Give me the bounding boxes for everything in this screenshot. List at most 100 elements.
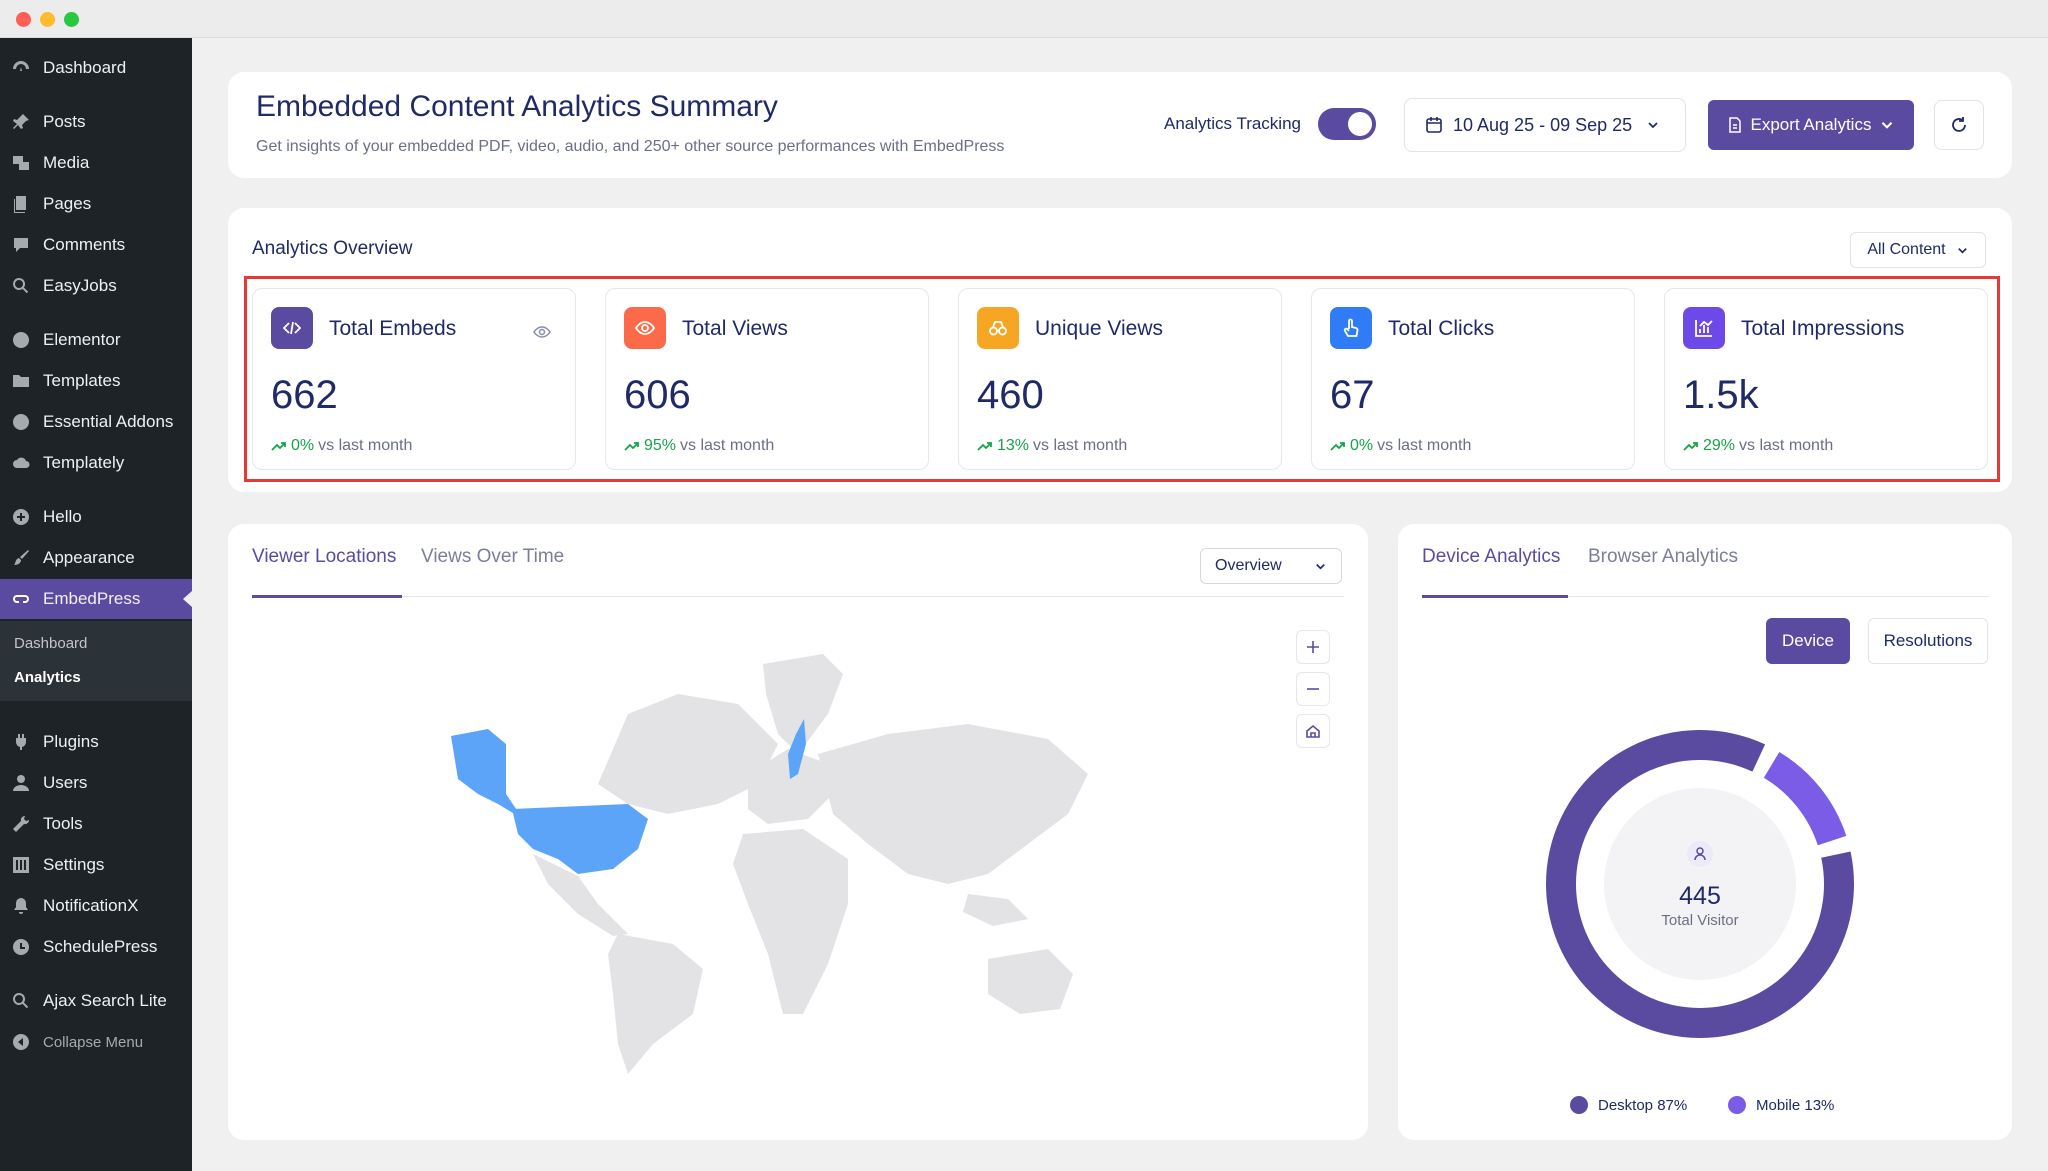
- sidebar-item-settings[interactable]: Settings: [0, 845, 192, 885]
- sidebar-item-label: Pages: [43, 194, 92, 213]
- sidebar-item-hello[interactable]: Hello: [0, 497, 192, 537]
- collapse-menu-label: Collapse Menu: [43, 1033, 144, 1051]
- sidebar-item-posts[interactable]: Posts: [0, 102, 192, 142]
- donut-slice-mobile[interactable]: [1763, 751, 1847, 846]
- home-icon: [1306, 724, 1320, 738]
- user-icon: [10, 772, 32, 794]
- stat-label: Total Impressions: [1741, 317, 1905, 340]
- zoom-out-button[interactable]: [1296, 672, 1330, 706]
- world-map[interactable]: [448, 644, 1128, 1084]
- highlight-box: [244, 276, 2000, 482]
- sidebar-item-appearance[interactable]: Appearance: [0, 538, 192, 578]
- stat-change: 13% vs last month: [977, 437, 1127, 455]
- region-europe: [748, 749, 833, 824]
- total-visitor-value: 445: [1679, 882, 1721, 910]
- tab-divider: [252, 596, 1344, 597]
- code-icon: [271, 307, 313, 349]
- device-analytics-panel: Device Analytics Browser Analytics Devic…: [1398, 524, 2012, 1140]
- sidebar-item-label: Posts: [43, 112, 86, 131]
- zoom-in-button[interactable]: [1296, 630, 1330, 664]
- export-analytics-button[interactable]: Export Analytics: [1708, 100, 1914, 150]
- legend-mobile: Mobile 13%: [1728, 1096, 1834, 1114]
- sidebar-item-notificationx[interactable]: NotificationX: [0, 886, 192, 926]
- sidebar-item-schedulepress[interactable]: SchedulePress: [0, 927, 192, 967]
- total-visitor-label: Total Visitor: [1661, 912, 1739, 929]
- resolutions-button[interactable]: Resolutions: [1868, 618, 1988, 664]
- content-filter-select[interactable]: All Content: [1850, 232, 1986, 268]
- tab-device-analytics[interactable]: Device Analytics: [1422, 546, 1561, 567]
- legend-desktop: Desktop 87%: [1570, 1096, 1687, 1114]
- pages-icon: [10, 193, 32, 215]
- sidebar-item-ajax-search-lite[interactable]: Ajax Search Lite: [0, 981, 192, 1021]
- sidebar-item-comments[interactable]: Comments: [0, 225, 192, 265]
- minimize-window-button[interactable]: [40, 12, 55, 27]
- stat-label: Total Embeds: [329, 317, 457, 340]
- stat-change: 0% vs last month: [271, 437, 412, 455]
- legend-swatch: [1728, 1096, 1746, 1114]
- region-mexico: [533, 854, 628, 936]
- sidebar-item-dashboard[interactable]: Dashboard: [0, 48, 192, 88]
- brush-icon: [10, 547, 32, 569]
- stat-change-percent: 0%: [291, 437, 315, 454]
- collapse-menu-button[interactable]: Collapse Menu: [0, 1022, 192, 1062]
- tab-browser-analytics[interactable]: Browser Analytics: [1588, 546, 1738, 567]
- sidebar-item-label: EasyJobs: [43, 276, 117, 295]
- embedpress-submenu: Dashboard Analytics: [0, 621, 192, 701]
- region-asia: [818, 724, 1088, 884]
- reset-map-button[interactable]: [1296, 714, 1330, 748]
- sidebar-item-tools[interactable]: Tools: [0, 804, 192, 844]
- sidebar-item-label: Elementor: [43, 330, 121, 349]
- date-range-value: 10 Aug 25 - 09 Sep 25: [1453, 114, 1633, 135]
- trend-up-icon: [1683, 442, 1698, 451]
- eye-icon[interactable]: [533, 323, 551, 341]
- tab-views-over-time[interactable]: Views Over Time: [421, 546, 565, 567]
- stat-card-total-clicks: Total Clicks 67 0% vs last month: [1311, 288, 1635, 470]
- overview-title: Analytics Overview: [252, 238, 413, 259]
- wrench-icon: [10, 813, 32, 835]
- stat-card-total-views: Total Views 606 95% vs last month: [605, 288, 929, 470]
- sidebar-item-pages[interactable]: Pages: [0, 184, 192, 224]
- region-alaska: [451, 729, 523, 819]
- sidebar-item-templates[interactable]: Templates: [0, 361, 192, 401]
- sidebar-item-elementor[interactable]: Elementor: [0, 320, 192, 360]
- sidebar-item-label: Hello: [43, 507, 82, 526]
- view-mode-select[interactable]: Overview: [1200, 548, 1342, 584]
- sidebar-item-label: Appearance: [43, 548, 135, 567]
- sidebar-item-easyjobs[interactable]: EasyJobs: [0, 266, 192, 306]
- stat-change-percent: 95%: [644, 437, 677, 454]
- window-titlebar: [0, 0, 2048, 38]
- sidebar-item-media[interactable]: Media: [0, 143, 192, 183]
- sidebar-item-embedpress[interactable]: EmbedPress: [0, 579, 192, 619]
- maximize-window-button[interactable]: [64, 12, 79, 27]
- stat-change: 0% vs last month: [1330, 437, 1471, 455]
- submenu-item-dashboard[interactable]: Dashboard: [14, 635, 88, 652]
- sidebar-item-label: Tools: [43, 814, 83, 833]
- trend-up-icon: [977, 442, 992, 451]
- plus-icon: [1307, 641, 1319, 653]
- region-greenland: [763, 654, 843, 754]
- sidebar-item-users[interactable]: Users: [0, 763, 192, 803]
- legend-label: Mobile 13%: [1756, 1096, 1835, 1114]
- date-range-picker[interactable]: 10 Aug 25 - 09 Sep 25: [1404, 98, 1686, 152]
- device-button[interactable]: Device: [1766, 618, 1850, 664]
- legend-label: Desktop 87%: [1598, 1096, 1688, 1114]
- sidebar-item-templately[interactable]: Templately: [0, 443, 192, 483]
- stat-change: 29% vs last month: [1683, 437, 1833, 455]
- active-tab-indicator: [252, 595, 402, 598]
- analytics-tracking-toggle[interactable]: [1318, 108, 1376, 140]
- cloud-icon: [10, 452, 32, 474]
- stat-card-total-embeds: Total Embeds 662 0% vs last month: [252, 288, 576, 470]
- close-window-button[interactable]: [16, 12, 31, 27]
- sidebar-item-essential-addons[interactable]: Essential Addons: [0, 402, 192, 442]
- sidebar-item-label: NotificationX: [43, 896, 139, 915]
- stat-card-unique-views: Unique Views 460 13% vs last month: [958, 288, 1282, 470]
- binoculars-icon: [977, 307, 1019, 349]
- region-south-america: [608, 934, 703, 1074]
- refresh-icon: [1952, 117, 1966, 132]
- refresh-button[interactable]: [1934, 100, 1984, 150]
- submenu-item-analytics[interactable]: Analytics: [14, 669, 81, 686]
- view-mode-value: Overview: [1215, 557, 1282, 574]
- stat-change-suffix: vs last month: [318, 437, 413, 454]
- tab-viewer-locations[interactable]: Viewer Locations: [252, 546, 397, 567]
- sidebar-item-plugins[interactable]: Plugins: [0, 722, 192, 762]
